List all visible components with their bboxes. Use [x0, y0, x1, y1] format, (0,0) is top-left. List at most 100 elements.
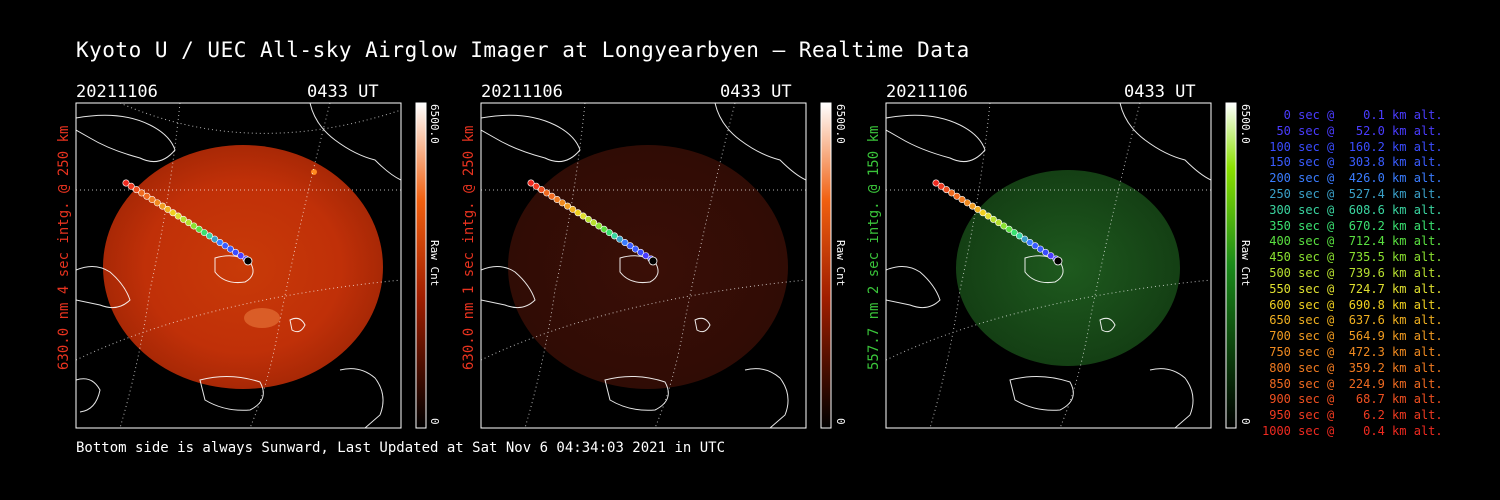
trajectory-point	[989, 215, 997, 223]
trajectory-point	[564, 202, 572, 210]
trajectory-point	[237, 252, 245, 260]
trajectory-point	[195, 225, 203, 233]
trajectory-point	[179, 215, 187, 223]
trajectory-point	[143, 192, 151, 200]
trajectory-point	[969, 202, 977, 210]
trajectory-point	[232, 248, 240, 256]
trajectory-point	[205, 232, 213, 240]
trajectory-point	[963, 199, 971, 207]
trajectory-point	[553, 196, 561, 204]
legend-row: 750 sec @ 472.3 km alt.	[1262, 344, 1443, 359]
legend-row: 900 sec @ 68.7 km alt.	[1262, 392, 1443, 407]
trajectory-end-point	[1053, 256, 1063, 266]
trajectory-panel-1	[122, 179, 253, 266]
trajectory-point	[200, 229, 208, 237]
trajectory-point	[138, 189, 146, 197]
trajectory-point	[569, 205, 577, 213]
trajectory-point	[1000, 222, 1008, 230]
trajectory-point	[1042, 248, 1050, 256]
trajectory-point	[169, 209, 177, 217]
legend-row: 350 sec @ 670.2 km alt.	[1262, 218, 1443, 233]
trajectory-point	[1015, 232, 1023, 240]
trajectory-point	[979, 209, 987, 217]
trajectory-point	[159, 202, 167, 210]
legend-row: 150 sec @ 303.8 km alt.	[1262, 155, 1443, 170]
panel-1-colorbar	[415, 102, 427, 429]
legend-row: 300 sec @ 608.6 km alt.	[1262, 202, 1443, 217]
trajectory-point	[1010, 229, 1018, 237]
panel-3-image	[886, 103, 1211, 428]
trajectory-point	[637, 248, 645, 256]
trajectory-point	[1005, 225, 1013, 233]
panel-2-date: 20211106	[481, 82, 563, 102]
legend-row: 400 sec @ 712.4 km alt.	[1262, 234, 1443, 249]
trajectory-point	[574, 209, 582, 217]
trajectory-point	[631, 245, 639, 253]
trajectory-point	[1036, 245, 1044, 253]
legend-row: 0 sec @ 0.1 km alt.	[1262, 108, 1443, 122]
panel-2-image	[481, 103, 806, 428]
trajectory-point	[600, 225, 608, 233]
panel-3-date: 20211106	[886, 82, 968, 102]
trajectory-point	[579, 212, 587, 220]
trajectory-panel-3	[932, 179, 1063, 266]
trajectory-point	[621, 238, 629, 246]
legend-row: 650 sec @ 637.6 km alt.	[1262, 313, 1443, 328]
airglow-disk-dim	[508, 145, 788, 389]
trajectory-point	[211, 235, 219, 243]
trajectory-point	[584, 215, 592, 223]
trajectory-point	[548, 192, 556, 200]
panel-1-date: 20211106	[76, 82, 158, 102]
panel-1-time: 0433 UT	[307, 82, 379, 102]
trajectory-point	[543, 189, 551, 197]
panel-3-time: 0433 UT	[1124, 82, 1196, 102]
legend-row: 200 sec @ 426.0 km alt.	[1262, 171, 1443, 186]
panel-2-colorbar	[820, 102, 832, 429]
legend-row: 800 sec @ 359.2 km alt.	[1262, 360, 1443, 375]
trajectory-point	[532, 182, 540, 190]
trajectory-point	[974, 205, 982, 213]
legend-row: 1000 sec @ 0.4 km alt.	[1262, 423, 1443, 438]
grid-overlay	[76, 103, 401, 428]
trajectory-point	[958, 196, 966, 204]
trajectory-point	[558, 199, 566, 207]
trajectory-point	[185, 219, 193, 227]
panel-3-colorbar	[1225, 102, 1237, 429]
trajectory-point	[164, 205, 172, 213]
trajectory-point	[122, 179, 130, 187]
trajectory-point	[190, 222, 198, 230]
trajectory-point	[527, 179, 535, 187]
trajectory-point	[953, 192, 961, 200]
trajectory-point	[942, 186, 950, 194]
trajectory-point	[127, 182, 135, 190]
airglow-disk-green	[956, 170, 1180, 366]
trajectory-point	[174, 212, 182, 220]
legend-row: 600 sec @ 690.8 km alt.	[1262, 297, 1443, 312]
trajectory-point	[605, 229, 613, 237]
page-title: Kyoto U / UEC All-sky Airglow Imager at …	[76, 38, 970, 62]
footer-status: Bottom side is always Sunward, Last Upda…	[76, 440, 726, 456]
trajectory-end-point	[243, 256, 253, 266]
trajectory-point	[1021, 235, 1029, 243]
legend-row: 50 sec @ 52.0 km alt.	[1262, 123, 1443, 138]
trajectory-point	[932, 179, 940, 187]
trajectory-point	[226, 245, 234, 253]
trajectory-point	[937, 182, 945, 190]
legend-row: 950 sec @ 6.2 km alt.	[1262, 408, 1443, 423]
panel-2-time: 0433 UT	[720, 82, 792, 102]
trajectory-point	[642, 252, 650, 260]
legend-row: 500 sec @ 739.6 km alt.	[1262, 265, 1443, 280]
trajectory-point	[1031, 242, 1039, 250]
trajectory-point	[616, 235, 624, 243]
trajectory-point	[995, 219, 1003, 227]
trajectory-end-point	[648, 256, 658, 266]
trajectory-point	[590, 219, 598, 227]
trajectory-point	[132, 186, 140, 194]
legend-row: 450 sec @ 735.5 km alt.	[1262, 250, 1443, 265]
trajectory-point	[221, 242, 229, 250]
trajectory-point	[537, 186, 545, 194]
trajectory-point	[948, 189, 956, 197]
airglow-disk-red	[103, 145, 383, 389]
legend-row: 850 sec @ 224.9 km alt.	[1262, 376, 1443, 391]
panel-1-image	[76, 103, 401, 428]
